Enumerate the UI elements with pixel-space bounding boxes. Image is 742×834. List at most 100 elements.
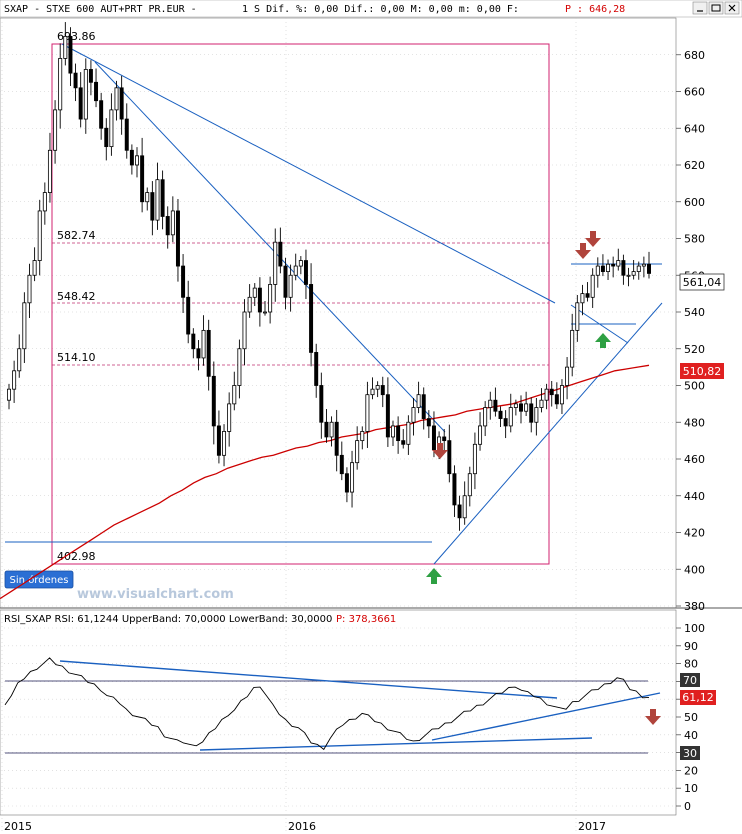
candle-up xyxy=(524,403,529,412)
candle-down xyxy=(396,425,401,442)
candle-down xyxy=(519,403,523,412)
candle xyxy=(539,388,544,413)
title-bar xyxy=(0,0,742,18)
candle-down xyxy=(611,263,616,267)
header-fields: 1 S Dif. %: 0,00 Dif.: 0,00 M: 0,00 m: 0… xyxy=(242,4,519,15)
price-annotations: 693.86 582.74 548.42 514.10 402.98 xyxy=(5,30,663,565)
candle-up xyxy=(534,407,539,423)
candle-up xyxy=(575,302,580,331)
candle xyxy=(467,466,472,507)
trendline-up[interactable] xyxy=(433,302,663,565)
candle-down xyxy=(647,263,651,274)
candle xyxy=(431,411,436,458)
rsi-trendline-down[interactable] xyxy=(59,660,558,699)
minimize-button[interactable] xyxy=(692,1,708,15)
candle xyxy=(42,182,47,225)
candle-down xyxy=(160,179,165,217)
candle xyxy=(114,80,119,121)
candle xyxy=(288,264,293,312)
candle-up xyxy=(416,394,421,408)
candle xyxy=(222,424,227,467)
candle-up xyxy=(539,399,544,408)
maximize-button[interactable] xyxy=(708,1,724,15)
candle-down xyxy=(278,241,283,267)
y-tick-label: 620 xyxy=(684,159,705,172)
candle-up xyxy=(508,407,513,427)
candle xyxy=(257,277,262,327)
candle-down xyxy=(621,260,626,276)
candle-up xyxy=(406,421,411,445)
rsi-trendline-up[interactable] xyxy=(431,692,661,741)
candles xyxy=(7,22,651,531)
trendline-long-down[interactable] xyxy=(61,43,556,304)
candle-down xyxy=(211,375,216,427)
candle xyxy=(503,410,508,439)
candle-up xyxy=(606,263,611,272)
sell-arrow-icon xyxy=(432,443,448,459)
candle xyxy=(145,187,150,211)
candle xyxy=(314,343,319,398)
candle-up xyxy=(37,210,42,261)
candle xyxy=(237,339,242,399)
trendline-short-down[interactable] xyxy=(94,61,446,433)
candle-up xyxy=(478,425,483,445)
y-tick-label: 520 xyxy=(684,343,705,356)
candle-down xyxy=(549,388,554,396)
candle xyxy=(626,267,631,287)
rsi-trendline-flat[interactable] xyxy=(199,737,593,751)
candle-down xyxy=(186,296,191,335)
channel-diagonal[interactable] xyxy=(570,304,629,344)
close-icon xyxy=(728,4,736,12)
candle xyxy=(442,429,447,453)
candle-up xyxy=(268,284,273,313)
candle xyxy=(247,284,252,318)
price-grid xyxy=(0,54,676,607)
candle xyxy=(186,280,191,344)
candle xyxy=(570,313,575,377)
candle xyxy=(411,397,416,436)
last-price-badge: 561,04 xyxy=(679,273,725,291)
candle xyxy=(447,424,452,483)
candle xyxy=(647,251,651,279)
candle xyxy=(155,162,160,230)
candle-up xyxy=(232,385,237,405)
rsi-y-tick-label: 0 xyxy=(684,800,691,813)
candle xyxy=(478,412,483,451)
candle-down xyxy=(339,454,344,475)
candle xyxy=(83,58,88,134)
rsi-y-axis: 010204050608090100 xyxy=(676,622,705,813)
candle xyxy=(150,181,155,236)
close-button[interactable] xyxy=(724,1,740,15)
candle-down xyxy=(283,265,288,298)
candle-up xyxy=(488,399,493,408)
candle-up xyxy=(641,263,646,267)
candle-up xyxy=(135,155,139,166)
candle xyxy=(303,249,308,300)
candle xyxy=(129,144,134,175)
candle xyxy=(78,72,83,128)
candle-down xyxy=(498,410,503,419)
candle-up xyxy=(626,274,631,277)
candle xyxy=(355,426,360,470)
level-label-514: 514.10 xyxy=(57,351,96,364)
candle xyxy=(140,137,145,213)
candle xyxy=(263,300,267,316)
candle-up xyxy=(360,431,365,442)
candle-down xyxy=(554,394,559,405)
range-box[interactable] xyxy=(51,43,550,565)
last-price-value: 561,04 xyxy=(683,276,722,289)
candle-up xyxy=(237,348,242,386)
candle-down xyxy=(585,293,590,298)
candle-up xyxy=(411,407,416,423)
candle xyxy=(416,381,421,414)
y-tick-label: 420 xyxy=(684,527,705,540)
candle xyxy=(565,357,570,400)
candle-down xyxy=(165,216,170,236)
candle xyxy=(391,420,395,446)
candle-down xyxy=(99,100,104,129)
rsi-value-badge: 61,12 xyxy=(680,690,716,705)
candle-down xyxy=(503,418,508,427)
buy-arrow-icon xyxy=(426,568,442,584)
candle xyxy=(375,381,380,398)
